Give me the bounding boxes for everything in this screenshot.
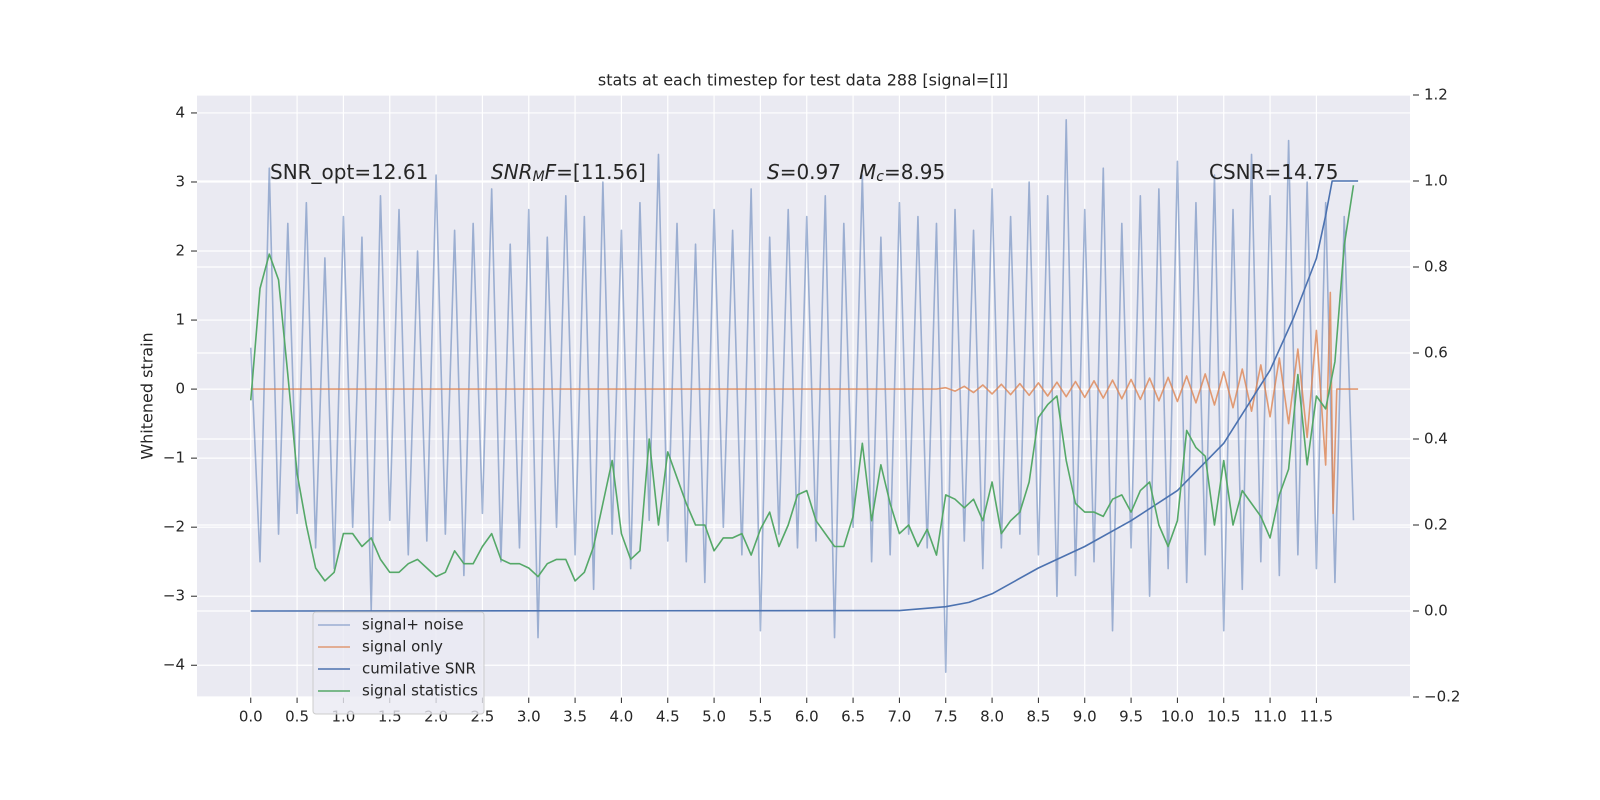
y-tick-label: 0 [175, 380, 185, 398]
y2-tick-label: 0.8 [1424, 258, 1448, 276]
y-tick-label: 1 [175, 311, 185, 329]
x-tick-label: 7.5 [934, 708, 958, 726]
annotation: SNR_opt=12.61 [270, 160, 428, 184]
x-tick-label: 8.0 [980, 708, 1004, 726]
legend-label: cumilative SNR [362, 660, 476, 678]
annotation-part: M [533, 169, 545, 185]
x-tick-label: 7.0 [887, 708, 911, 726]
annotation-part: S [767, 160, 780, 184]
annotation-part: c [876, 169, 884, 185]
y-tick-label: −4 [163, 656, 185, 674]
annotation-part: M [859, 160, 876, 184]
y2-tick-label: 1.0 [1424, 172, 1448, 190]
legend-label: signal+ noise [362, 616, 464, 634]
x-tick-label: 11.5 [1300, 708, 1333, 726]
x-tick-label: 6.0 [795, 708, 819, 726]
x-tick-label: 4.0 [609, 708, 633, 726]
y-tick-label: −1 [163, 449, 185, 467]
annotation-part: =0.97 [780, 160, 841, 184]
annotation-part: =[11.56] [556, 160, 646, 184]
y-tick-label: −3 [163, 587, 185, 605]
x-tick-label: 5.5 [748, 708, 772, 726]
annotation-part: CSNR=14.75 [1209, 160, 1339, 184]
annotation: S=0.97 [767, 160, 841, 184]
x-tick-label: 6.5 [841, 708, 865, 726]
y-tick-label: 4 [175, 103, 185, 121]
plot-area [197, 95, 1410, 697]
annotation-part: SNR_opt=12.61 [270, 160, 428, 184]
x-tick-label: 9.5 [1119, 708, 1143, 726]
x-tick-label: 4.5 [656, 708, 680, 726]
x-tick-label: 3.5 [563, 708, 587, 726]
y2-tick-label: 0.4 [1424, 430, 1448, 448]
annotation: CSNR=14.75 [1209, 160, 1339, 184]
legend-label: signal statistics [362, 682, 478, 700]
y2-tick-label: 0.0 [1424, 602, 1448, 620]
y2-tick-label: 1.2 [1424, 86, 1448, 104]
y-tick-label: 2 [175, 242, 185, 260]
x-tick-label: 9.0 [1073, 708, 1097, 726]
series-line [249, 119, 1355, 673]
legend-box [312, 611, 485, 715]
x-tick-label: 11.0 [1253, 708, 1286, 726]
x-tick-label: 8.5 [1026, 708, 1050, 726]
annotation-part: SNR [491, 160, 533, 184]
x-tick-label: 0.5 [285, 708, 309, 726]
series-line [250, 180, 1359, 612]
annotation-part: F [545, 160, 557, 184]
legend-label: signal only [362, 638, 443, 656]
annotation: SNRMF=[11.56] [491, 160, 646, 186]
x-tick-label: 10.5 [1207, 708, 1240, 726]
y-axis-label: Whitened strain [138, 332, 157, 459]
y2-tick-label: 0.6 [1424, 344, 1448, 362]
x-tick-label: 3.0 [517, 708, 541, 726]
annotation: Mc=8.95 [859, 160, 945, 186]
annotation-part: =8.95 [884, 160, 945, 184]
x-tick-label: 10.0 [1161, 708, 1194, 726]
x-tick-label: 5.0 [702, 708, 726, 726]
chart-title: stats at each timestep for test data 288… [598, 71, 1008, 90]
y-tick-label: −2 [163, 518, 185, 536]
series-line [250, 291, 1359, 515]
x-tick-label: 0.0 [239, 708, 263, 726]
y2-tick-label: 0.2 [1424, 516, 1448, 534]
y-tick-label: 3 [175, 172, 185, 190]
y2-tick-label: −0.2 [1424, 688, 1460, 706]
series-line [249, 185, 1355, 582]
